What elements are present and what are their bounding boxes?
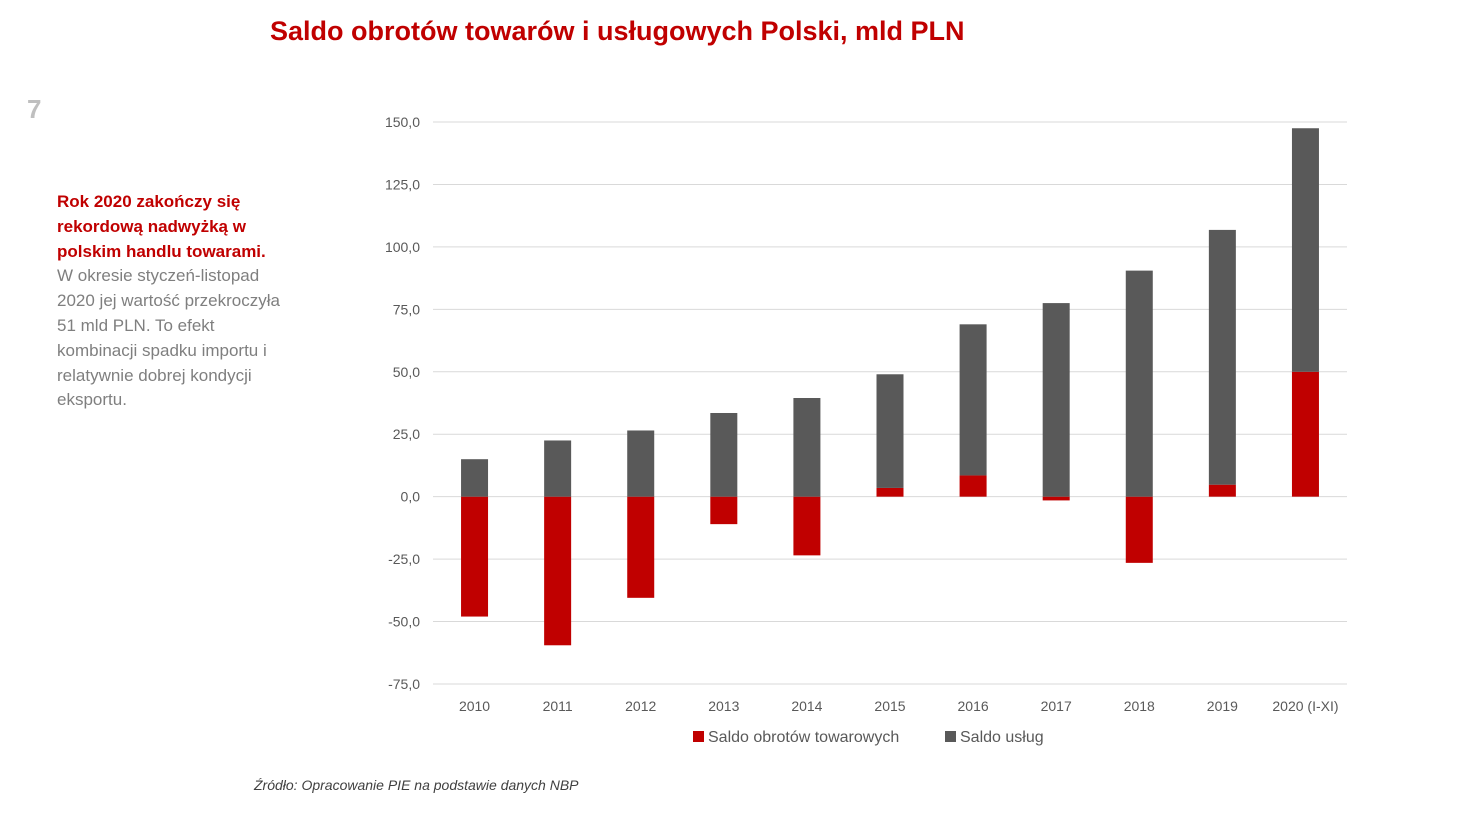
y-tick-label: 0,0	[401, 489, 421, 505]
x-tick-label: 2017	[1041, 698, 1072, 714]
bar-goods-balance	[793, 496, 821, 556]
y-tick-label: 125,0	[385, 176, 420, 192]
bar-services-balance	[1125, 270, 1153, 497]
x-tick-label: 2010	[459, 698, 490, 714]
bar-services-balance	[876, 374, 904, 488]
y-tick-label: 50,0	[393, 364, 420, 380]
side-commentary: Rok 2020 zakończy się rekordową nadwyżką…	[57, 190, 282, 413]
bar-goods-balance	[959, 475, 987, 497]
bar-goods-balance	[544, 496, 572, 646]
bar-services-balance	[1208, 229, 1236, 485]
side-commentary-body: W okresie styczeń-listopad 2020 jej wart…	[57, 266, 280, 410]
y-tick-label: 150,0	[385, 114, 420, 130]
chart-title: Saldo obrotów towarów i usługowych Polsk…	[270, 16, 965, 46]
legend-swatch-services	[945, 731, 956, 742]
bar-goods-balance	[461, 496, 489, 617]
y-tick-label: 75,0	[393, 301, 420, 317]
bar-services-balance	[710, 412, 738, 497]
x-tick-label: 2015	[874, 698, 905, 714]
bar-services-balance	[544, 440, 572, 497]
bar-services-balance	[1291, 128, 1319, 372]
legend-label-services: Saldo usług	[960, 729, 1044, 746]
source-note: Źródło: Opracowanie PIE na podstawie dan…	[254, 777, 579, 793]
chart-area: 150,0 125,0 100,0 75,0 50,0 25,0 0,0 -25,0 -50,0…	[340, 100, 1370, 760]
x-tick-label: 2012	[625, 698, 656, 714]
bar-services-balance	[461, 459, 489, 497]
page-number: 7	[27, 94, 42, 124]
x-tick-label: 2011	[543, 698, 573, 714]
legend-label-goods: Saldo obrotów towarowych	[708, 729, 899, 746]
side-commentary-lead: Rok 2020 zakończy się rekordową nadwyżką…	[57, 192, 266, 261]
x-tick-label: 2016	[958, 698, 989, 714]
bar-goods-balance	[876, 487, 904, 497]
y-tick-label: -50,0	[388, 614, 420, 630]
x-tick-label: 2019	[1207, 698, 1238, 714]
bar-goods-balance	[1208, 484, 1236, 497]
bar-services-balance	[959, 324, 987, 476]
bar-goods-balance	[627, 496, 655, 598]
bar-goods-balance	[1291, 371, 1319, 497]
x-tick-label: 2014	[791, 698, 822, 714]
x-tick-label: 2020 (I-XI)	[1272, 698, 1338, 714]
bar-goods-balance	[1042, 496, 1070, 501]
y-tick-label: 25,0	[393, 426, 420, 442]
bar-chart: 150,0 125,0 100,0 75,0 50,0 25,0 0,0 -25,0 -50,0…	[385, 114, 1347, 746]
bar-services-balance	[627, 430, 655, 497]
legend-swatch-goods	[693, 731, 704, 742]
x-tick-label: 2018	[1124, 698, 1155, 714]
bar-services-balance	[793, 398, 821, 497]
bar-goods-balance	[1125, 496, 1153, 563]
x-tick-label: 2013	[708, 698, 739, 714]
bar-goods-balance	[710, 496, 738, 525]
y-tick-label: -25,0	[388, 551, 420, 567]
bar-services-balance	[1042, 303, 1070, 497]
y-tick-label: 100,0	[385, 239, 420, 255]
y-tick-label: -75,0	[388, 676, 420, 692]
